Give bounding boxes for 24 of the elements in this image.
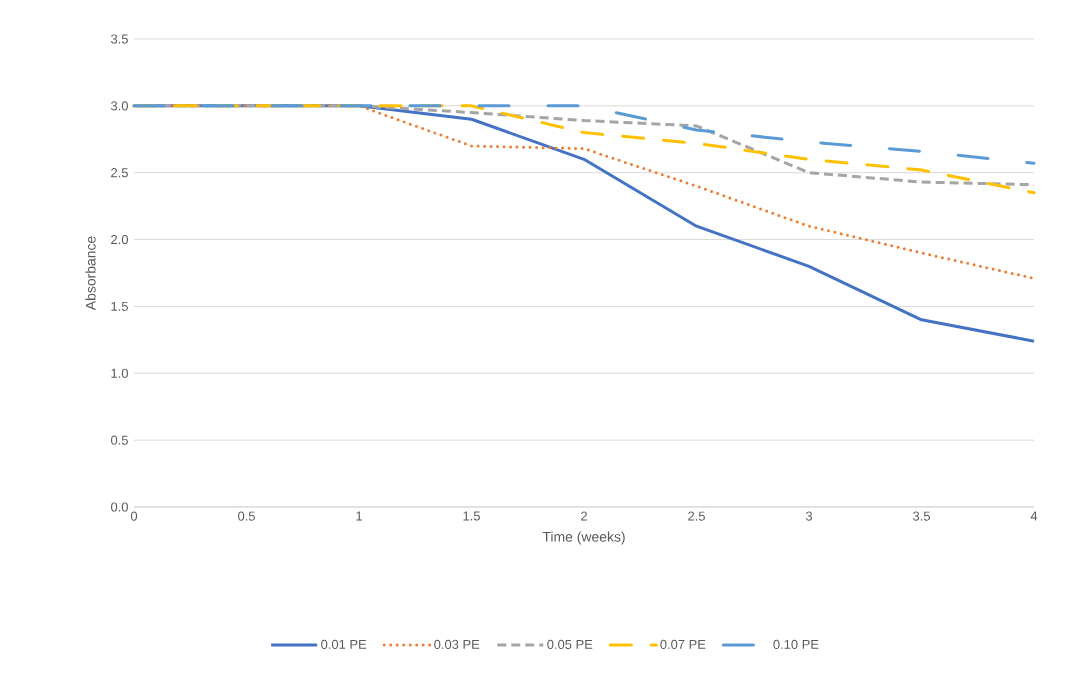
legend-label: 0.07 PE <box>660 639 706 649</box>
x-tick-label: 0.5 <box>238 511 255 521</box>
x-tick-label: 3.5 <box>913 511 930 521</box>
x-tick-label: 0 <box>130 511 138 521</box>
x-tick-label: 1 <box>356 511 362 521</box>
legend-label: 0.03 PE <box>434 639 480 649</box>
x-tick-label: 1.5 <box>463 511 480 521</box>
y-tick-label: 2.5 <box>111 168 128 178</box>
y-tick-label: 0.0 <box>110 502 128 512</box>
y-tick-label: 0.5 <box>110 435 128 445</box>
y-tick-label: 1.5 <box>111 301 128 311</box>
x-tick-label: 2 <box>581 511 587 521</box>
x-axis-title: Time (weeks) <box>542 531 625 545</box>
legend-label: 0.01 PE <box>321 639 367 649</box>
y-tick-label: 2.0 <box>111 234 128 245</box>
y-tick-label: 3.0 <box>110 101 128 111</box>
y-tick-label: 1.0 <box>111 368 128 378</box>
x-tick-label: 2.5 <box>688 511 705 521</box>
legend-label: 0.10 PE <box>773 639 819 649</box>
x-tick-label: 4 <box>1030 511 1038 521</box>
y-axis-title: Absorbance <box>85 236 96 311</box>
y-tick-label: 3.5 <box>110 34 128 44</box>
x-tick-label: 3 <box>805 511 813 521</box>
legend-label: 0.05 PE <box>547 639 593 649</box>
